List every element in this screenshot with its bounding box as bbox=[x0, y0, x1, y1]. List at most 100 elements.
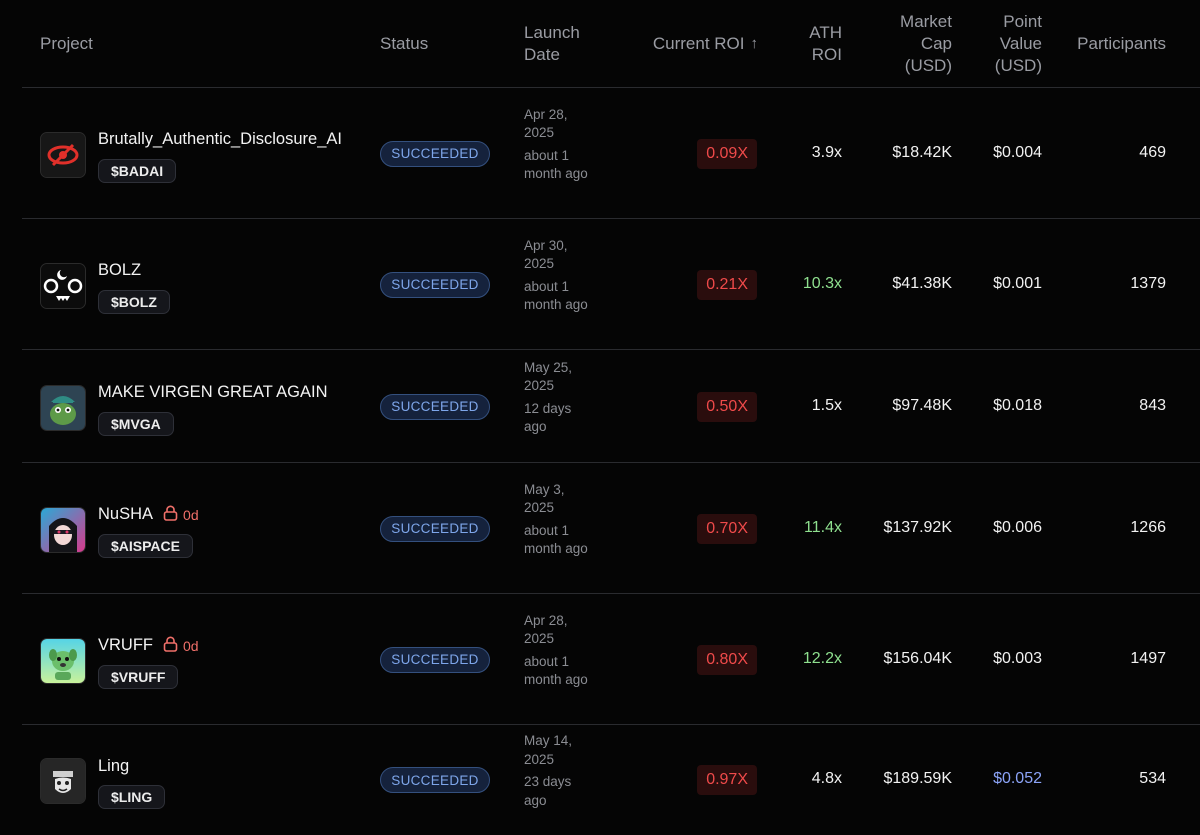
participants-value: 843 bbox=[1139, 396, 1166, 414]
status-badge: SUCCEEDED bbox=[380, 515, 490, 542]
lock-icon bbox=[163, 636, 183, 655]
ticker-badge[interactable]: $MVGA bbox=[98, 411, 174, 436]
launch-date-value: May 3, 2025 bbox=[524, 481, 565, 516]
launch-date: Apr 30, 2025 about 1 month ago bbox=[524, 237, 594, 315]
launch-date: May 14, 2025 23 days ago bbox=[524, 732, 594, 810]
launch-date-relative: about 1 month ago bbox=[524, 147, 588, 182]
launch-date-value: Apr 28, 2025 bbox=[524, 106, 568, 141]
ath-roi-value: 12.2x bbox=[802, 649, 842, 667]
market-cap-value: $189.59K bbox=[883, 770, 952, 787]
current-roi-value: 0.70X bbox=[697, 513, 757, 544]
project-info: BOLZ $BOLZ bbox=[98, 260, 170, 314]
launch-date: Apr 28, 2025 about 1 month ago bbox=[524, 612, 594, 690]
ticker-badge[interactable]: $BADAI bbox=[98, 158, 177, 183]
point-value-value: $0.052 bbox=[993, 770, 1042, 787]
table-row[interactable]: BOLZ $BOLZ SUCCEEDED Apr 30, 2025 about 1 mo… bbox=[22, 218, 1200, 350]
table-row[interactable]: Brutally_Authentic_Disclosure_AI $BADAI SU… bbox=[22, 87, 1200, 219]
ticker-badge[interactable]: $BOLZ bbox=[98, 289, 170, 314]
point-value-value: $0.018 bbox=[993, 396, 1042, 414]
arrow-up-icon: ↑ bbox=[750, 34, 759, 52]
point-value-value: $0.001 bbox=[993, 274, 1042, 292]
status-badge: SUCCEEDED bbox=[380, 646, 490, 673]
header-point-value[interactable]: Point Value (USD) bbox=[994, 11, 1042, 75]
launch-date-value: May 25, 2025 bbox=[524, 359, 573, 394]
face-moon-logo-icon[interactable] bbox=[40, 262, 86, 309]
launch-date-value: May 14, 2025 bbox=[524, 733, 573, 767]
launch-date-relative: about 1 month ago bbox=[524, 278, 588, 313]
header-market-cap[interactable]: Market Cap (USD) bbox=[900, 11, 952, 75]
header-ath-roi[interactable]: ATH ROI bbox=[809, 22, 842, 64]
launch-date-relative: about 1 month ago bbox=[524, 522, 588, 557]
market-cap-value: $97.48K bbox=[892, 396, 952, 414]
launch-date: May 25, 2025 12 days ago bbox=[524, 359, 594, 437]
ath-roi-value: 4.8x bbox=[811, 770, 842, 787]
launch-date: May 3, 2025 about 1 month ago bbox=[524, 481, 594, 559]
current-roi-value: 0.50X bbox=[697, 391, 757, 422]
status-badge: SUCCEEDED bbox=[380, 393, 490, 420]
launch-date-value: Apr 30, 2025 bbox=[524, 237, 568, 272]
participants-value: 469 bbox=[1139, 143, 1166, 161]
header-project[interactable]: Project bbox=[40, 33, 93, 53]
project-name[interactable]: Ling bbox=[98, 756, 130, 775]
ticker-badge[interactable]: $VRUFF bbox=[98, 664, 179, 689]
project-name[interactable]: NuSHA bbox=[98, 505, 154, 523]
status-badge: SUCCEEDED bbox=[380, 767, 490, 793]
point-value-value: $0.006 bbox=[993, 518, 1042, 536]
header-launch-date[interactable]: Launch Date bbox=[524, 22, 580, 64]
header-current-roi[interactable]: Current ROI ↑ bbox=[652, 33, 759, 53]
table-row[interactable]: NuSHA 0d $AISPACE SUCCEEDED May 3, 2025 about… bbox=[22, 462, 1200, 594]
launch-date-relative: 12 days ago bbox=[524, 400, 572, 435]
current-roi-value: 0.09X bbox=[697, 138, 757, 169]
table-row[interactable]: VRUFF 0d $VRUFF SUCCEEDED Apr 28, 2025 about … bbox=[22, 593, 1200, 725]
launch-date-relative: about 1 month ago bbox=[524, 653, 588, 688]
current-roi-value: 0.80X bbox=[697, 644, 757, 675]
lock-duration: 0d bbox=[183, 637, 199, 654]
status-badge: SUCCEEDED bbox=[380, 271, 490, 298]
green-dog-logo-icon[interactable] bbox=[40, 637, 86, 684]
table-row[interactable]: MAKE VIRGEN GREAT AGAIN $MVGA SUCCEEDED May… bbox=[22, 349, 1200, 463]
point-value-value: $0.004 bbox=[993, 143, 1042, 161]
project-info: Ling $LING bbox=[98, 755, 166, 809]
current-roi-value: 0.97X bbox=[697, 765, 757, 795]
point-value-value: $0.003 bbox=[993, 649, 1042, 667]
ticker-badge[interactable]: $LING bbox=[98, 785, 166, 809]
red-eye-logo-icon[interactable] bbox=[40, 131, 86, 178]
status-badge: SUCCEEDED bbox=[380, 140, 490, 167]
ath-roi-value: 11.4x bbox=[804, 518, 842, 536]
ath-roi-value: 3.9x bbox=[811, 143, 842, 161]
frog-cap-logo-icon[interactable] bbox=[40, 384, 86, 431]
launch-date: Apr 28, 2025 about 1 month ago bbox=[524, 106, 594, 184]
lock-duration: 0d bbox=[183, 506, 199, 523]
ticker-badge[interactable]: $AISPACE bbox=[98, 533, 193, 558]
market-cap-value: $137.92K bbox=[883, 518, 952, 536]
project-info: VRUFF 0d $VRUFF bbox=[98, 635, 199, 689]
market-cap-value: $41.38K bbox=[892, 274, 952, 292]
participants-value: 534 bbox=[1139, 770, 1166, 787]
launch-date-relative: 23 days ago bbox=[524, 774, 572, 808]
table-header: Project Status Launch Date Current ROI ↑ … bbox=[0, 0, 1200, 87]
project-info: Brutally_Authentic_Disclosure_AI $BADAI bbox=[98, 129, 342, 183]
market-cap-value: $156.04K bbox=[883, 649, 952, 667]
lock-icon bbox=[163, 505, 183, 524]
table-row[interactable]: Ling $LING SUCCEEDED May 14, 2025 23 days ag… bbox=[22, 724, 1200, 835]
project-name[interactable]: BOLZ bbox=[98, 261, 142, 279]
project-info: MAKE VIRGEN GREAT AGAIN $MVGA bbox=[98, 382, 328, 436]
lock-indicator: 0d bbox=[163, 505, 199, 524]
market-cap-value: $18.42K bbox=[892, 143, 952, 161]
project-name[interactable]: VRUFF bbox=[98, 636, 153, 654]
project-name[interactable]: MAKE VIRGEN GREAT AGAIN bbox=[98, 383, 328, 401]
project-info: NuSHA 0d $AISPACE bbox=[98, 504, 199, 558]
participants-value: 1497 bbox=[1130, 649, 1166, 667]
ath-roi-value: 10.3x bbox=[802, 274, 842, 292]
participants-value: 1266 bbox=[1130, 518, 1166, 536]
participants-value: 1379 bbox=[1130, 274, 1166, 292]
project-name[interactable]: Brutally_Authentic_Disclosure_AI bbox=[98, 130, 342, 148]
launch-date-value: Apr 28, 2025 bbox=[524, 612, 568, 647]
header-status[interactable]: Status bbox=[380, 33, 429, 53]
header-participants[interactable]: Participants bbox=[1077, 33, 1166, 53]
anime-girl-logo-icon[interactable] bbox=[40, 506, 86, 553]
mask-face-logo-icon[interactable] bbox=[40, 758, 86, 804]
current-roi-value: 0.21X bbox=[697, 269, 757, 300]
lock-indicator: 0d bbox=[163, 636, 199, 655]
